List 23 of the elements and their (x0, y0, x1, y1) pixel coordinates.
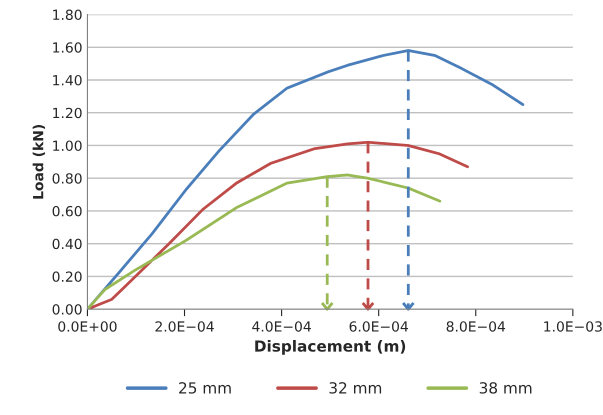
y-axis-title: Load (kN) (32, 124, 46, 199)
line-series (87, 174, 442, 310)
y-tick-label: 1.40 (53, 74, 82, 86)
x-tick-label: 0.0E+00 (58, 321, 117, 332)
x-tick-label: 4.0E−04 (252, 321, 311, 332)
x-tick-label: 2.0E−04 (155, 321, 214, 332)
line-series (87, 140, 469, 310)
x-tick-label: 8.0E−04 (446, 321, 506, 332)
y-tick-label: 1.60 (53, 42, 82, 53)
legend-label: 38 mm (480, 382, 532, 394)
y-tick-label: 0.40 (52, 238, 82, 250)
y-tick-label: 0.20 (52, 271, 82, 282)
y-tick-label: 0.80 (52, 173, 82, 184)
y-tick-label: 1.80 (53, 9, 82, 20)
x-tick-label: 6.0E−04 (350, 321, 408, 332)
y-tick-label: 0.00 (52, 304, 82, 315)
x-tick-label: 1.0E−03 (544, 321, 602, 332)
y-tick-label: 0.60 (52, 206, 82, 216)
x-axis-title: Displacement (m) (255, 340, 406, 355)
legend-label: 32 mm (329, 382, 382, 394)
legend-label: 25 mm (179, 382, 231, 394)
y-tick-label: 1.20 (53, 108, 82, 118)
y-tick-label: 1.00 (53, 140, 82, 151)
